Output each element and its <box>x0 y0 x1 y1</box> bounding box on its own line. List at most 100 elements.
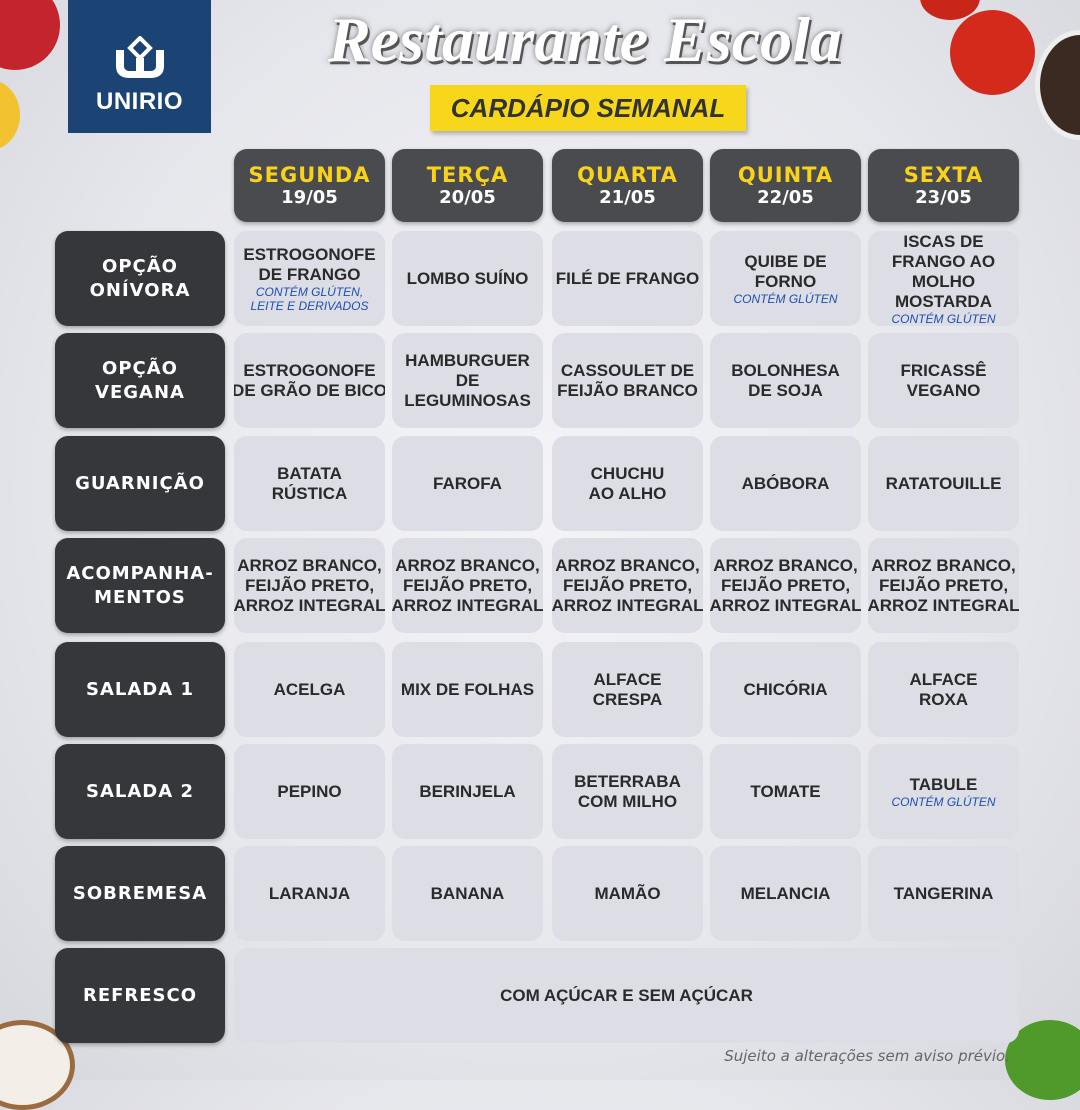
menu-item: ARROZ BRANCO, FEIJÃO PRETO, ARROZ INTEGR… <box>234 538 385 633</box>
row-label-text: SALADA 2 <box>86 780 194 802</box>
dish-name: RATATOUILLE <box>885 473 1002 493</box>
row-label-text: REFRESCO <box>82 984 198 1006</box>
dish-name: CHICÓRIA <box>743 679 828 699</box>
menu-item: TOMATE <box>710 744 861 839</box>
day-header: SEXTA 23/05 <box>868 149 1019 222</box>
row-label-text: SOBREMESA <box>72 882 208 904</box>
menu-item: CHICÓRIA <box>710 642 861 737</box>
dish-name: BOLONHESA DE SOJA <box>731 360 840 400</box>
allergen-note: CONTÉM GLÚTEN <box>733 291 838 306</box>
dish-name: FILÉ DE FRANGO <box>555 268 700 288</box>
day-header: QUARTA 21/05 <box>552 149 703 222</box>
day-name: QUINTA <box>737 163 834 187</box>
day-name: TERÇA <box>426 163 509 187</box>
dish-name: LARANJA <box>268 883 351 903</box>
menu-item: ARROZ BRANCO, FEIJÃO PRETO, ARROZ INTEGR… <box>868 538 1019 633</box>
tomato-decoration <box>950 10 1035 95</box>
day-date: 22/05 <box>757 187 814 208</box>
day-date: 20/05 <box>439 187 496 208</box>
tomato-decoration <box>920 0 980 20</box>
menu-item: FAROFA <box>392 436 543 531</box>
menu-item: CASSOULET DE FEIJÃO BRANCO <box>552 333 703 428</box>
menu-item: RATATOUILLE <box>868 436 1019 531</box>
dish-name: MIX DE FOLHAS <box>400 679 535 699</box>
day-header: QUINTA 22/05 <box>710 149 861 222</box>
day-header: TERÇA 20/05 <box>392 149 543 222</box>
dish-name: CHUCHU AO ALHO <box>588 463 667 503</box>
row-label: GUARNIÇÃO <box>55 436 225 531</box>
menu-item: COM AÇÚCAR E SEM AÇÚCAR <box>234 948 1019 1043</box>
row-label: ACOMPANHA- MENTOS <box>55 538 225 633</box>
dish-name: ISCAS DE FRANGO AO MOLHO MOSTARDA <box>891 231 996 311</box>
dish-name: MELANCIA <box>740 883 831 903</box>
unirio-emblem-icon <box>115 35 164 78</box>
menu-item: ARROZ BRANCO, FEIJÃO PRETO, ARROZ INTEGR… <box>392 538 543 633</box>
dish-name: ARROZ BRANCO, FEIJÃO PRETO, ARROZ INTEGR… <box>710 555 861 615</box>
lemon-decoration <box>0 80 20 150</box>
dish-name: FRICASSÊ VEGANO <box>900 360 987 400</box>
dish-name: ARROZ BRANCO, FEIJÃO PRETO, ARROZ INTEGR… <box>552 555 703 615</box>
dish-name: MAMÃO <box>594 883 661 903</box>
menu-item: PEPINO <box>234 744 385 839</box>
menu-item: TANGERINA <box>868 846 1019 941</box>
row-label: REFRESCO <box>55 948 225 1043</box>
dish-name: QUIBE DE FORNO <box>744 251 827 291</box>
dish-name: BETERRABA COM MILHO <box>574 771 681 811</box>
dish-name: ARROZ BRANCO, FEIJÃO PRETO, ARROZ INTEGR… <box>392 555 543 615</box>
dish-name: ESTROGONOFE DE GRÃO DE BICO <box>234 360 385 400</box>
row-label-text: GUARNIÇÃO <box>75 472 205 494</box>
day-date: 19/05 <box>281 187 338 208</box>
dish-name: FAROFA <box>433 473 502 493</box>
menu-item: BATATA RÚSTICA <box>234 436 385 531</box>
subtitle-banner: CARDÁPIO SEMANAL <box>430 85 746 131</box>
page-title: Restaurante Escola <box>328 4 842 75</box>
menu-item: ABÓBORA <box>710 436 861 531</box>
row-label-text: ACOMPANHA- MENTOS <box>66 562 214 608</box>
menu-item: BOLONHESA DE SOJA <box>710 333 861 428</box>
dish-name: CASSOULET DE FEIJÃO BRANCO <box>557 360 698 400</box>
dish-name: TOMATE <box>750 781 821 801</box>
dish-name: BATATA RÚSTICA <box>271 463 348 503</box>
menu-item: LOMBO SUÍNO <box>392 231 543 326</box>
menu-item: MAMÃO <box>552 846 703 941</box>
dish-name: ARROZ BRANCO, FEIJÃO PRETO, ARROZ INTEGR… <box>234 555 385 615</box>
dish-name: ARROZ BRANCO, FEIJÃO PRETO, ARROZ INTEGR… <box>868 555 1019 615</box>
menu-item: MIX DE FOLHAS <box>392 642 543 737</box>
dish-name: ESTROGONOFE DE FRANGO <box>243 244 376 284</box>
day-name: QUARTA <box>577 163 678 187</box>
row-label-text: OPÇÃO ONÍVORA <box>89 255 191 301</box>
row-label-text: SALADA 1 <box>86 678 194 700</box>
menu-item: BANANA <box>392 846 543 941</box>
dish-name: ALFACE ROXA <box>909 669 978 709</box>
refresco-text: COM AÇÚCAR E SEM AÇÚCAR <box>500 985 753 1005</box>
menu-item: MELANCIA <box>710 846 861 941</box>
dish-name: HAMBURGUER DE LEGUMINOSAS <box>404 350 531 410</box>
menu-item: ARROZ BRANCO, FEIJÃO PRETO, ARROZ INTEGR… <box>552 538 703 633</box>
row-label: OPÇÃO ONÍVORA <box>55 231 225 326</box>
apple-decoration <box>0 0 60 70</box>
unirio-logo: UNIRIO <box>68 0 211 133</box>
row-label: SALADA 1 <box>55 642 225 737</box>
row-label: SALADA 2 <box>55 744 225 839</box>
dish-name: TANGERINA <box>893 883 994 903</box>
menu-item: FILÉ DE FRANGO <box>552 231 703 326</box>
menu-item: ESTROGONOFE DE GRÃO DE BICO <box>234 333 385 428</box>
dish-name: TABULE <box>909 774 978 794</box>
menu-item: LARANJA <box>234 846 385 941</box>
day-date: 23/05 <box>915 187 972 208</box>
row-label-text: OPÇÃO VEGANA <box>95 357 185 403</box>
menu-item: CHUCHU AO ALHO <box>552 436 703 531</box>
dish-name: ACELGA <box>273 679 346 699</box>
allergen-note: CONTÉM GLÚTEN <box>891 311 996 326</box>
menu-item: ARROZ BRANCO, FEIJÃO PRETO, ARROZ INTEGR… <box>710 538 861 633</box>
menu-item: HAMBURGUER DE LEGUMINOSAS <box>392 333 543 428</box>
pepper-bowl-decoration <box>1035 30 1080 140</box>
menu-item: ALFACE ROXA <box>868 642 1019 737</box>
menu-item: ISCAS DE FRANGO AO MOLHO MOSTARDA CONTÉM … <box>868 231 1019 326</box>
menu-item: BERINJELA <box>392 744 543 839</box>
menu-item: ALFACE CRESPA <box>552 642 703 737</box>
menu-item: QUIBE DE FORNO CONTÉM GLÚTEN <box>710 231 861 326</box>
menu-item: FRICASSÊ VEGANO <box>868 333 1019 428</box>
dish-name: ABÓBORA <box>741 473 830 493</box>
day-name: SEXTA <box>903 163 984 187</box>
